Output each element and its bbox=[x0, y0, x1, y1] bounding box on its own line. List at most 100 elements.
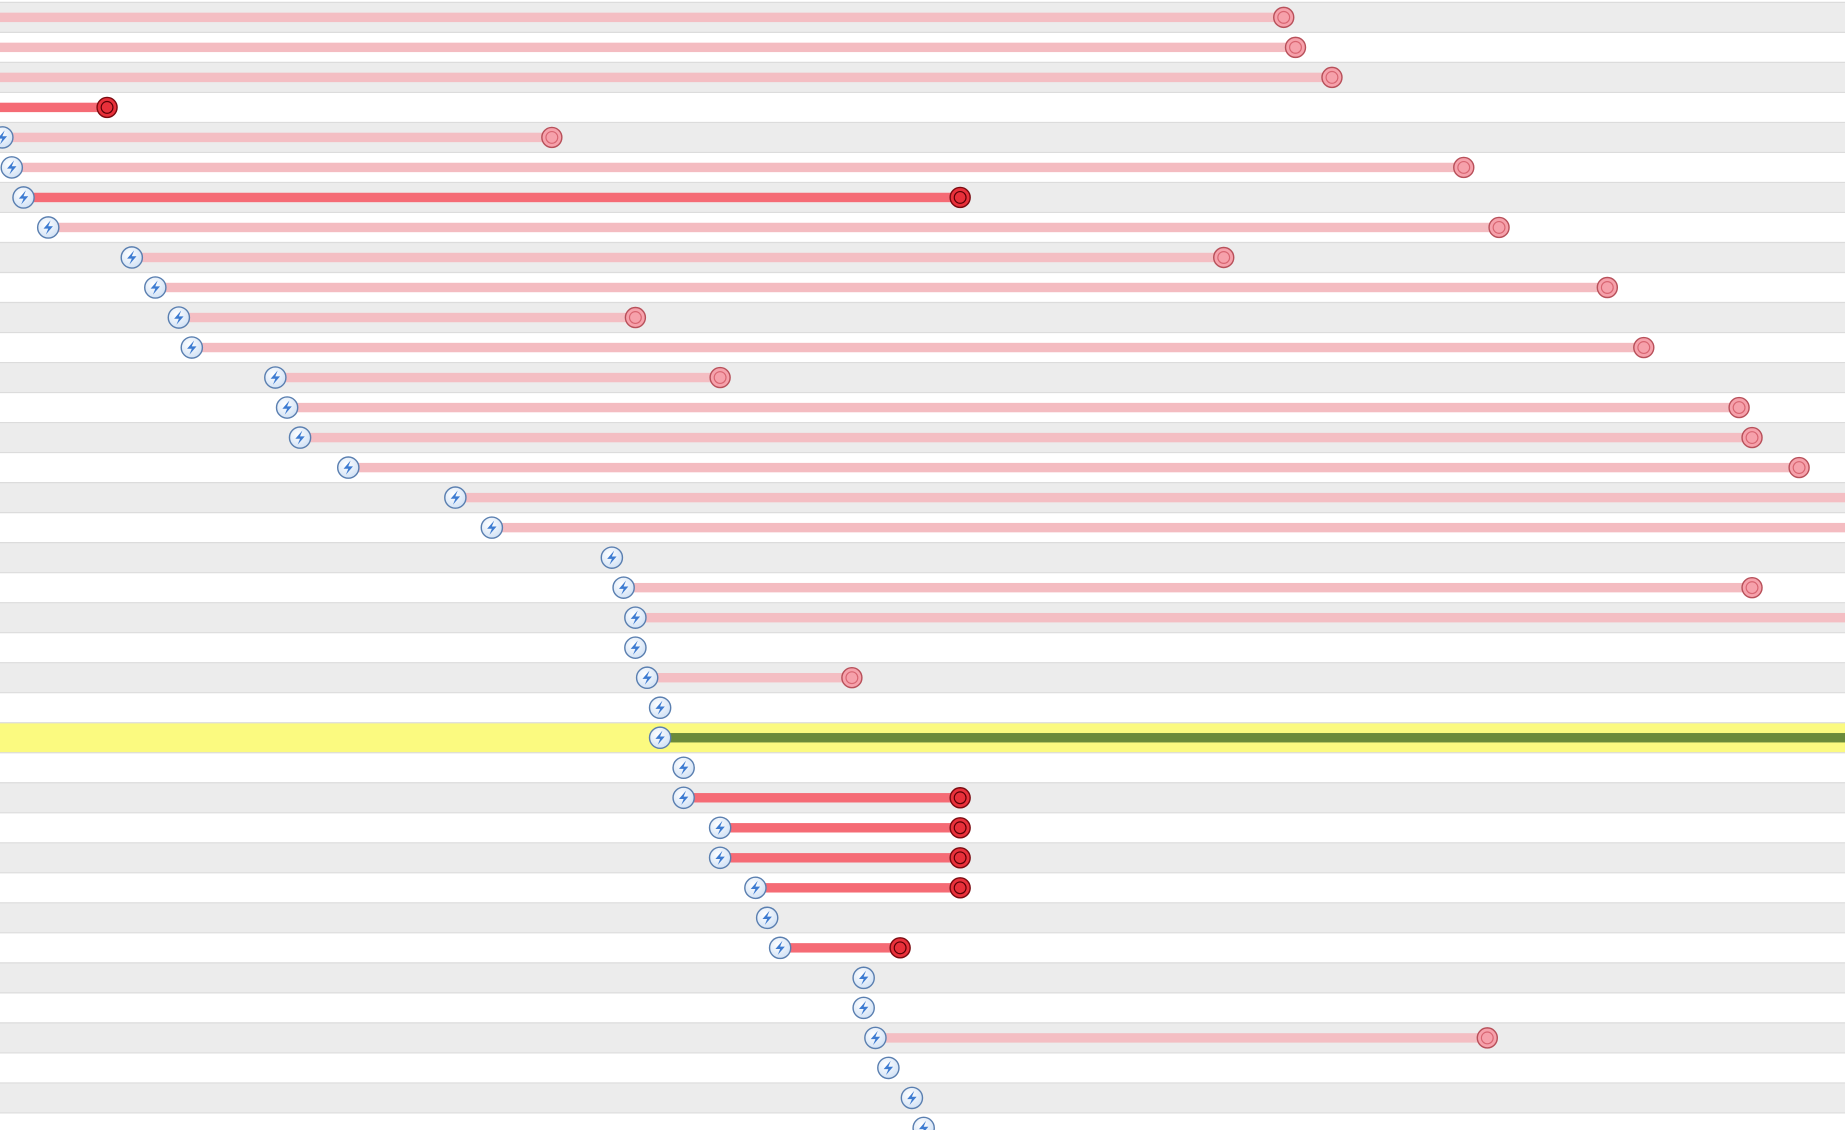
end-icon-face bbox=[1792, 461, 1806, 475]
end-icon bbox=[1213, 246, 1235, 269]
start-icon-bolt bbox=[7, 160, 17, 175]
start-icon bbox=[167, 306, 191, 329]
row bbox=[0, 1052, 1845, 1083]
end-icon-circle bbox=[1596, 276, 1619, 299]
end-icon-circle bbox=[1788, 456, 1810, 479]
end-icon-circle bbox=[96, 96, 118, 119]
end-icon bbox=[841, 666, 863, 689]
start-icon-bolt bbox=[750, 880, 761, 895]
start-icon-bolt bbox=[174, 310, 184, 325]
end-icon bbox=[1476, 1027, 1499, 1049]
end-icon bbox=[949, 847, 971, 869]
start-icon-bolt bbox=[858, 970, 869, 985]
start-icon-bolt bbox=[775, 940, 785, 955]
start-icon-bolt bbox=[858, 1000, 869, 1015]
start-icon bbox=[275, 396, 299, 419]
start-icon bbox=[900, 1086, 924, 1110]
start-icon-bolt bbox=[678, 760, 689, 775]
end-icon bbox=[96, 96, 118, 119]
span-bar bbox=[178, 312, 636, 323]
end-icon-circle bbox=[841, 666, 863, 689]
end-icon-circle bbox=[1453, 156, 1475, 179]
start-icon-bolt bbox=[187, 340, 197, 355]
start-icon bbox=[624, 636, 647, 659]
span-bar bbox=[48, 222, 1500, 233]
start-icon-bolt bbox=[907, 1090, 917, 1105]
start-icon-bolt bbox=[450, 490, 461, 505]
start-icon-bolt bbox=[715, 850, 725, 865]
start-icon-bolt bbox=[18, 190, 29, 205]
row bbox=[0, 992, 1845, 1023]
end-icon-circle bbox=[949, 877, 971, 899]
end-icon-circle bbox=[1476, 1027, 1499, 1049]
end-icon-face bbox=[1600, 281, 1614, 294]
start-icon bbox=[744, 876, 767, 900]
end-icon-face bbox=[953, 881, 967, 895]
start-icon-bolt bbox=[655, 700, 665, 715]
end-icon bbox=[949, 787, 971, 809]
end-icon bbox=[1633, 336, 1655, 359]
start-icon bbox=[336, 456, 360, 479]
end-icon-circle bbox=[889, 937, 911, 959]
end-icon-face bbox=[1217, 251, 1231, 264]
start-icon-bolt bbox=[618, 580, 629, 595]
start-icon bbox=[648, 696, 672, 720]
end-icon-face bbox=[1732, 401, 1746, 415]
end-icon-face bbox=[1480, 1031, 1494, 1045]
row bbox=[0, 662, 1845, 693]
end-icon-circle bbox=[1213, 246, 1235, 269]
row bbox=[0, 92, 1845, 123]
end-icon-circle bbox=[624, 306, 647, 329]
start-icon-bolt bbox=[918, 1120, 929, 1130]
start-icon bbox=[0, 156, 24, 179]
span-bar bbox=[635, 612, 1845, 623]
row bbox=[0, 752, 1845, 783]
end-icon-face bbox=[545, 130, 559, 144]
end-icon bbox=[1273, 6, 1295, 29]
span-bar bbox=[0, 102, 108, 113]
span-bar bbox=[623, 582, 1753, 593]
start-icon bbox=[480, 516, 504, 539]
start-icon-bolt bbox=[762, 910, 772, 925]
end-icon-circle bbox=[1728, 396, 1750, 419]
end-icon-circle bbox=[709, 366, 731, 389]
end-icon-face bbox=[1457, 160, 1471, 174]
end-icon bbox=[949, 817, 971, 839]
end-icon bbox=[1596, 276, 1619, 299]
end-icon bbox=[949, 877, 971, 899]
end-icon bbox=[1741, 576, 1763, 599]
span-bar bbox=[155, 282, 1608, 293]
start-icon bbox=[0, 126, 14, 149]
start-icon-bolt bbox=[655, 730, 665, 745]
end-icon bbox=[1284, 36, 1307, 59]
end-icon-face bbox=[893, 941, 907, 955]
span-bar bbox=[0, 42, 1296, 53]
start-icon-bolt bbox=[127, 250, 137, 265]
span-bar bbox=[647, 672, 852, 683]
end-icon-circle bbox=[1741, 576, 1763, 599]
start-icon-bolt bbox=[630, 640, 641, 655]
span-bar bbox=[2, 132, 552, 143]
end-icon-face bbox=[845, 671, 859, 685]
end-icon-circle bbox=[1273, 6, 1295, 29]
end-icon bbox=[624, 306, 647, 329]
span-bar bbox=[875, 1033, 1488, 1043]
end-icon-face bbox=[1637, 341, 1651, 355]
row bbox=[0, 692, 1845, 723]
start-icon-bolt bbox=[678, 790, 689, 805]
start-icon bbox=[852, 996, 875, 1020]
span-bar bbox=[780, 943, 901, 953]
start-icon-bolt bbox=[270, 370, 281, 385]
start-icon bbox=[120, 246, 144, 269]
end-icon-face bbox=[953, 851, 967, 865]
start-icon bbox=[36, 216, 60, 239]
start-icon bbox=[672, 756, 695, 780]
start-icon-bolt bbox=[870, 1030, 881, 1045]
start-icon bbox=[755, 906, 779, 930]
end-icon-face bbox=[1492, 220, 1506, 234]
end-icon bbox=[889, 937, 911, 959]
end-icon-circle bbox=[1633, 336, 1655, 359]
end-icon-face bbox=[1289, 40, 1302, 54]
start-icon-bolt bbox=[150, 280, 161, 295]
start-icon bbox=[648, 726, 672, 750]
